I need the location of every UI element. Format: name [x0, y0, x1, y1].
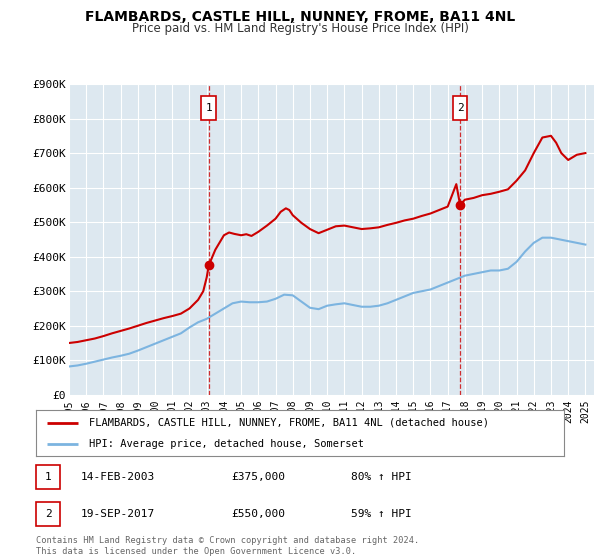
Text: FLAMBARDS, CASTLE HILL, NUNNEY, FROME, BA11 4NL: FLAMBARDS, CASTLE HILL, NUNNEY, FROME, B…: [85, 10, 515, 24]
Text: 1: 1: [44, 472, 52, 482]
FancyBboxPatch shape: [453, 96, 467, 120]
Text: FLAMBARDS, CASTLE HILL, NUNNEY, FROME, BA11 4NL (detached house): FLAMBARDS, CASTLE HILL, NUNNEY, FROME, B…: [89, 418, 489, 428]
Text: HPI: Average price, detached house, Somerset: HPI: Average price, detached house, Some…: [89, 439, 364, 449]
Text: 1: 1: [205, 103, 212, 113]
Text: £375,000: £375,000: [231, 472, 285, 482]
Text: 2: 2: [457, 103, 463, 113]
Text: £550,000: £550,000: [231, 509, 285, 519]
FancyBboxPatch shape: [202, 96, 216, 120]
Text: 14-FEB-2003: 14-FEB-2003: [81, 472, 155, 482]
Text: Contains HM Land Registry data © Crown copyright and database right 2024.
This d: Contains HM Land Registry data © Crown c…: [36, 536, 419, 556]
Text: Price paid vs. HM Land Registry's House Price Index (HPI): Price paid vs. HM Land Registry's House …: [131, 22, 469, 35]
Text: 2: 2: [44, 509, 52, 519]
Text: 59% ↑ HPI: 59% ↑ HPI: [351, 509, 412, 519]
Text: 80% ↑ HPI: 80% ↑ HPI: [351, 472, 412, 482]
Text: 19-SEP-2017: 19-SEP-2017: [81, 509, 155, 519]
